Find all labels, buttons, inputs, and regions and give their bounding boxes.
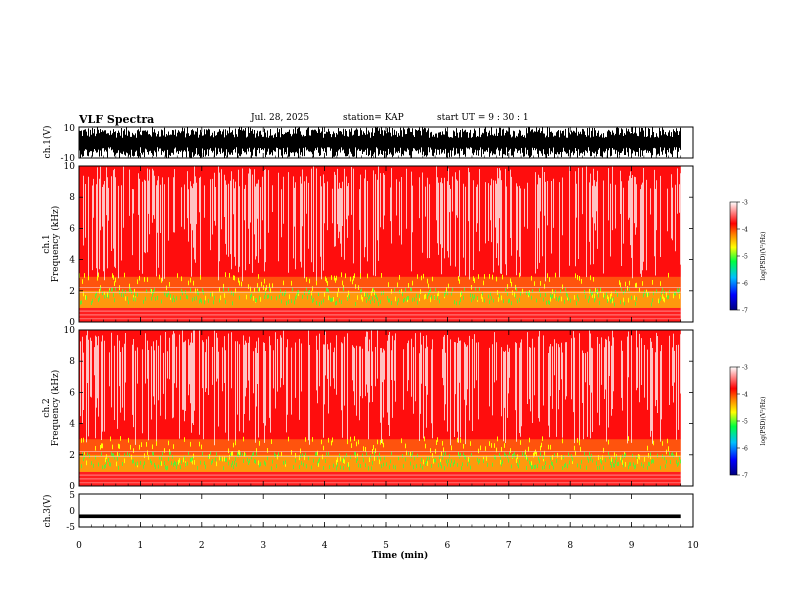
start-time-label: start UT = 9 : 30 : 1 xyxy=(437,113,529,123)
ch1-colorbar-tick-label-3: -6 xyxy=(742,281,748,288)
ch3-ytick-top: 5 xyxy=(69,491,75,501)
ch2-spectrogram-heatmap xyxy=(79,330,681,486)
ch2-spec-ytick-label-2: 4 xyxy=(69,420,75,430)
ch2-colorbar-tick-label-4: -7 xyxy=(742,473,748,480)
ch2-spec-ytick-label-3: 6 xyxy=(69,388,75,398)
ch3-ytick-mid: 0 xyxy=(69,507,75,517)
ch2-colorbar-tick-label-3: -6 xyxy=(742,446,748,453)
ch1-colorbar-label: log(PSD)(V²/Hz) xyxy=(760,232,767,281)
ch3-waveform-ylabel: ch.3(V) xyxy=(42,495,53,528)
time-tick-label-9: 9 xyxy=(629,541,635,551)
time-tick-label-3: 3 xyxy=(260,541,266,551)
ch1-spec-band-1 xyxy=(79,276,681,291)
ch2-spec-ytick-label-1: 2 xyxy=(69,451,75,461)
ch1-spec-band-0 xyxy=(79,290,681,308)
ch1-waveform-ylabel: ch.1(V) xyxy=(42,126,53,159)
ch2-spec-mid-power-flecks xyxy=(81,436,677,468)
chart-date: Jul. 28, 2025 xyxy=(251,113,310,123)
station-label: station= KAP xyxy=(343,113,404,123)
ch1-spectrogram-ylabel-1: ch.1 xyxy=(42,234,52,253)
ch2-spectrogram-ylabel-1: ch.2 xyxy=(42,398,52,417)
ch2-colorbar xyxy=(729,366,738,476)
time-tick-label-2: 2 xyxy=(199,541,205,551)
time-tick-label-7: 7 xyxy=(506,541,512,551)
ch2-colorbar-tick-label-2: -5 xyxy=(742,419,748,426)
ch1-colorbar-tick-label-0: -3 xyxy=(742,200,748,207)
chart-title: VLF Spectra xyxy=(79,113,155,126)
time-tick-label-6: 6 xyxy=(445,541,451,551)
ch3-waveform-line xyxy=(79,514,681,519)
ch1-spec-ytick-label-1: 2 xyxy=(69,287,75,297)
ch1-spec-ytick-label-3: 6 xyxy=(69,224,75,234)
ch1-ytick-bottom: -10 xyxy=(61,154,76,164)
ch1-spec-band-2 xyxy=(79,166,681,277)
ch1-waveform-panel: 10 -10 ch.1(V) xyxy=(42,124,694,164)
ch1-ytick-top: 10 xyxy=(64,124,76,134)
ch1-spectrogram-ylabel-2: Frequency (kHz) xyxy=(50,206,61,283)
ch1-spec-ytick-label-2: 4 xyxy=(69,256,75,266)
time-tick-label-10: 10 xyxy=(687,541,699,551)
ch1-spec-low-power-streaks xyxy=(83,166,681,282)
ch1-colorbar-tick-label-4: -7 xyxy=(742,308,748,315)
ch1-spec-ytick-label-5: 10 xyxy=(64,162,76,172)
ch2-spec-band-1 xyxy=(79,439,681,455)
ch2-spec-ytick-label-0: 0 xyxy=(69,482,75,492)
ch1-spec-high-power-flecks xyxy=(80,286,680,307)
ch1-colorbar-tick-label-2: -5 xyxy=(742,254,748,261)
ch3-waveform-panel: 5 0 -5 ch.3(V) xyxy=(42,491,694,533)
ch2-spec-ytick-label-5: 10 xyxy=(64,326,76,336)
ch3-waveform-trace xyxy=(79,514,681,519)
ch3-ytick-bottom: -5 xyxy=(66,523,75,533)
ch1-spec-ytick-label-4: 8 xyxy=(69,193,75,203)
ch2-spec-low-power-streaks xyxy=(80,330,681,446)
ch1-waveform-trace xyxy=(79,127,681,158)
ch1-spectrogram-heatmap xyxy=(79,166,681,322)
time-axis-label: Time (min) xyxy=(372,550,429,561)
time-axis-ticks: 0 1 2 3 4 5 6 7 8 9 10 xyxy=(76,127,699,551)
time-tick-label-0: 0 xyxy=(76,541,82,551)
ch2-colorbar-tick-label-0: -3 xyxy=(742,365,748,372)
ch2-spectrogram-ylabel-2: Frequency (kHz) xyxy=(50,370,61,447)
ch1-spec-ytick-label-0: 0 xyxy=(69,318,75,328)
ch2-colorbar-tick-label-1: -4 xyxy=(742,392,748,399)
ch2-spec-ytick-label-4: 8 xyxy=(69,357,75,367)
time-tick-label-4: 4 xyxy=(322,541,328,551)
time-tick-label-8: 8 xyxy=(567,541,573,551)
ch1-colorbar xyxy=(729,201,738,311)
time-tick-label-1: 1 xyxy=(138,541,144,551)
ch2-colorbar-label: log(PSD)(V²/Hz) xyxy=(760,397,767,446)
ch2-spec-high-power-flecks xyxy=(81,450,681,471)
ch1-colorbar-tick-label-1: -4 xyxy=(742,227,748,234)
ch1-waveform-line xyxy=(79,127,681,158)
time-tick-label-5: 5 xyxy=(383,541,389,551)
